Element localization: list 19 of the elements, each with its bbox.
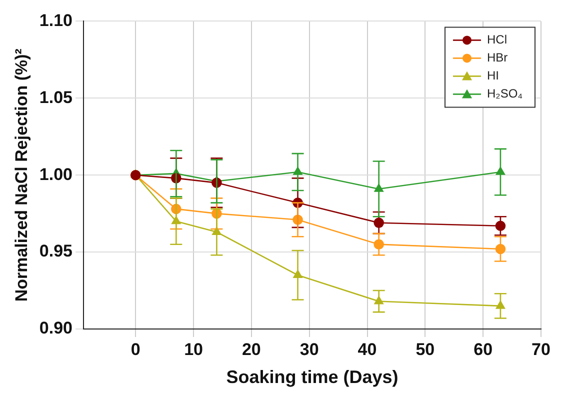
- legend-label: HI: [487, 68, 499, 83]
- x-tick-label: 70: [532, 340, 550, 359]
- legend-label: HBr: [487, 50, 508, 65]
- y-tick-label: 1.00: [39, 164, 72, 184]
- x-tick-label: 60: [474, 340, 493, 359]
- x-tick-label: 10: [184, 340, 203, 359]
- x-tick-label: 30: [300, 340, 319, 359]
- y-tick-label: 1.10: [39, 10, 72, 30]
- y-tick-label: 1.05: [39, 88, 72, 107]
- y-tick-label: 0.90: [39, 318, 72, 338]
- legend-label: HCl: [487, 32, 507, 47]
- x-tick-label: 0: [130, 340, 140, 359]
- y-tick-label: 0.95: [39, 242, 72, 261]
- y-axis-title: Normalized NaCl Rejection (%)²: [12, 48, 31, 302]
- legend-label: H₂SO₄: [487, 86, 523, 101]
- x-axis-title: Soaking time (Days): [226, 367, 398, 388]
- x-tick-label: 40: [358, 340, 377, 359]
- x-tick-label: 50: [416, 340, 435, 359]
- x-tick-label: 20: [242, 340, 261, 359]
